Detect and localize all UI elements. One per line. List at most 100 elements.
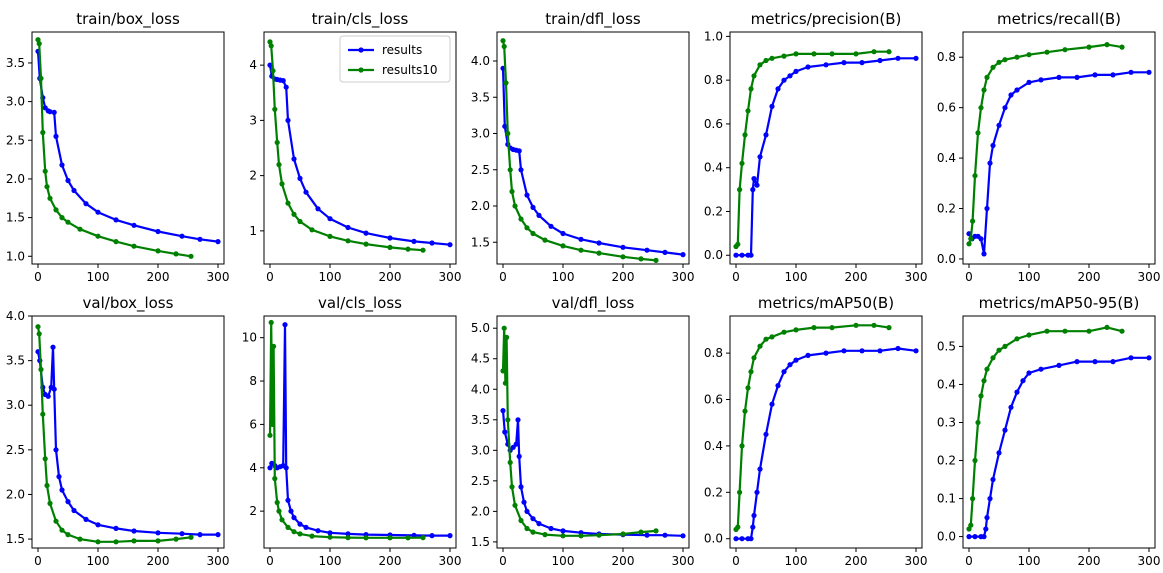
data-point [524,508,530,514]
y-tick-label: 2 [249,504,257,518]
data-point [745,108,751,114]
x-tick-label: 300 [905,554,928,568]
y-tick-label: 0.4 [704,439,723,453]
y-tick-label: 0.2 [937,454,956,468]
data-point [560,243,566,249]
data-point [754,182,760,188]
data-point [215,532,221,538]
data-point [984,205,990,212]
data-point [1110,359,1116,365]
data-point [996,347,1002,353]
y-tick-label: 3 [249,113,257,127]
data-point [841,348,847,354]
series-line-results [36,346,218,536]
panel-metrics-recall-b: metrics/recall(B) 0 100 200 300 0.0 0.2 0.4 0.6 0… [937,10,1161,284]
data-point [1056,74,1062,80]
series-results10 [733,49,892,250]
data-point [751,512,757,519]
y-tick-label: 2.5 [471,163,490,177]
panel-title: train/dfl_loss [545,10,641,29]
data-point [596,532,602,538]
data-point [793,357,799,363]
data-point [131,528,137,534]
data-point [1014,389,1020,395]
data-point [841,60,847,66]
data-point [978,236,984,242]
data-point [315,206,321,212]
data-point [297,521,303,527]
data-point [1020,378,1026,384]
data-point [77,536,83,542]
data-point [966,241,972,247]
plot-frame [31,31,225,265]
data-point [1119,328,1125,334]
y-tick-label: 3.5 [6,56,25,70]
data-point [769,55,775,61]
x-tick-label: 300 [672,270,695,284]
data-point [270,68,276,74]
y-tick-label: 6 [249,417,257,431]
data-point [53,518,59,524]
data-point [680,533,686,539]
data-point [51,386,57,392]
series-results [733,55,919,258]
data-point [387,535,393,541]
data-point [95,233,101,239]
data-point [173,536,179,542]
data-point [978,105,984,111]
plot-frame [263,31,457,265]
data-point [748,369,754,375]
data-point [1002,343,1008,349]
legend-label-results: results [382,43,422,57]
data-point [733,252,739,258]
data-point [638,256,644,262]
data-point [42,168,48,174]
y-tick-label: 3.5 [471,90,490,104]
data-point [680,252,686,258]
panel-metrics-map50-95-b: metrics/mAP50-95(B) 0 100 200 300 0.0 0.1 0.2 0.… [937,294,1161,568]
data-point [751,176,757,182]
data-point [742,132,748,138]
data-point [131,243,137,249]
data-point [560,528,566,534]
y-tick-label: 0.8 [704,346,723,360]
data-point [775,383,781,389]
data-point [38,366,44,373]
data-point [1104,324,1110,330]
data-point [1008,92,1014,98]
series-results [966,355,1152,540]
data-point [742,408,748,414]
series-line-results [268,323,450,537]
y-tick-label: 1.5 [471,235,490,249]
data-point [542,532,548,538]
data-point [515,417,521,423]
x-tick-label: 300 [1138,554,1161,568]
data-point [95,539,101,545]
data-point [179,531,185,537]
data-point [984,515,990,521]
data-point [291,515,297,521]
data-point [968,522,974,528]
data-point [179,233,185,239]
data-point [507,459,513,466]
series-results10 [733,322,892,533]
data-point [53,133,59,139]
data-point [188,253,194,259]
data-point [990,64,996,70]
data-point [131,222,137,228]
data-point [35,37,41,43]
x-tick-label: 200 [612,270,635,284]
x-tick-label: 0 [499,270,507,284]
data-point [1038,366,1044,372]
data-point [877,57,883,64]
data-point [751,73,757,79]
series-results [267,322,453,539]
panel-metrics-map50-b: metrics/mAP50(B) 0 100 200 300 0.0 0.2 0.4 0.6 0.… [704,294,928,568]
x-tick-label: 100 [1018,554,1041,568]
data-point [1086,328,1092,334]
data-point [737,489,743,495]
y-tick-label: 3.0 [6,95,25,109]
data-point [1110,72,1116,78]
series-line-results [969,356,1149,538]
plot-frame [962,315,1156,549]
